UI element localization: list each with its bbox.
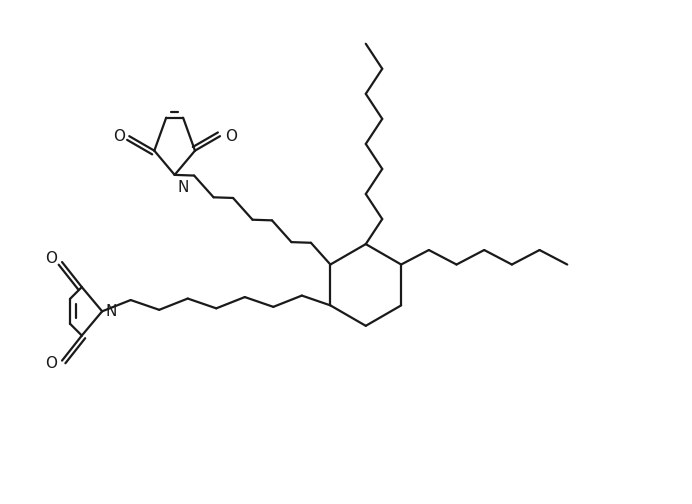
- Text: O: O: [225, 129, 237, 144]
- Text: O: O: [46, 251, 57, 266]
- Text: N: N: [177, 179, 189, 195]
- Text: N: N: [105, 304, 117, 319]
- Text: O: O: [46, 356, 57, 371]
- Text: O: O: [113, 129, 125, 144]
